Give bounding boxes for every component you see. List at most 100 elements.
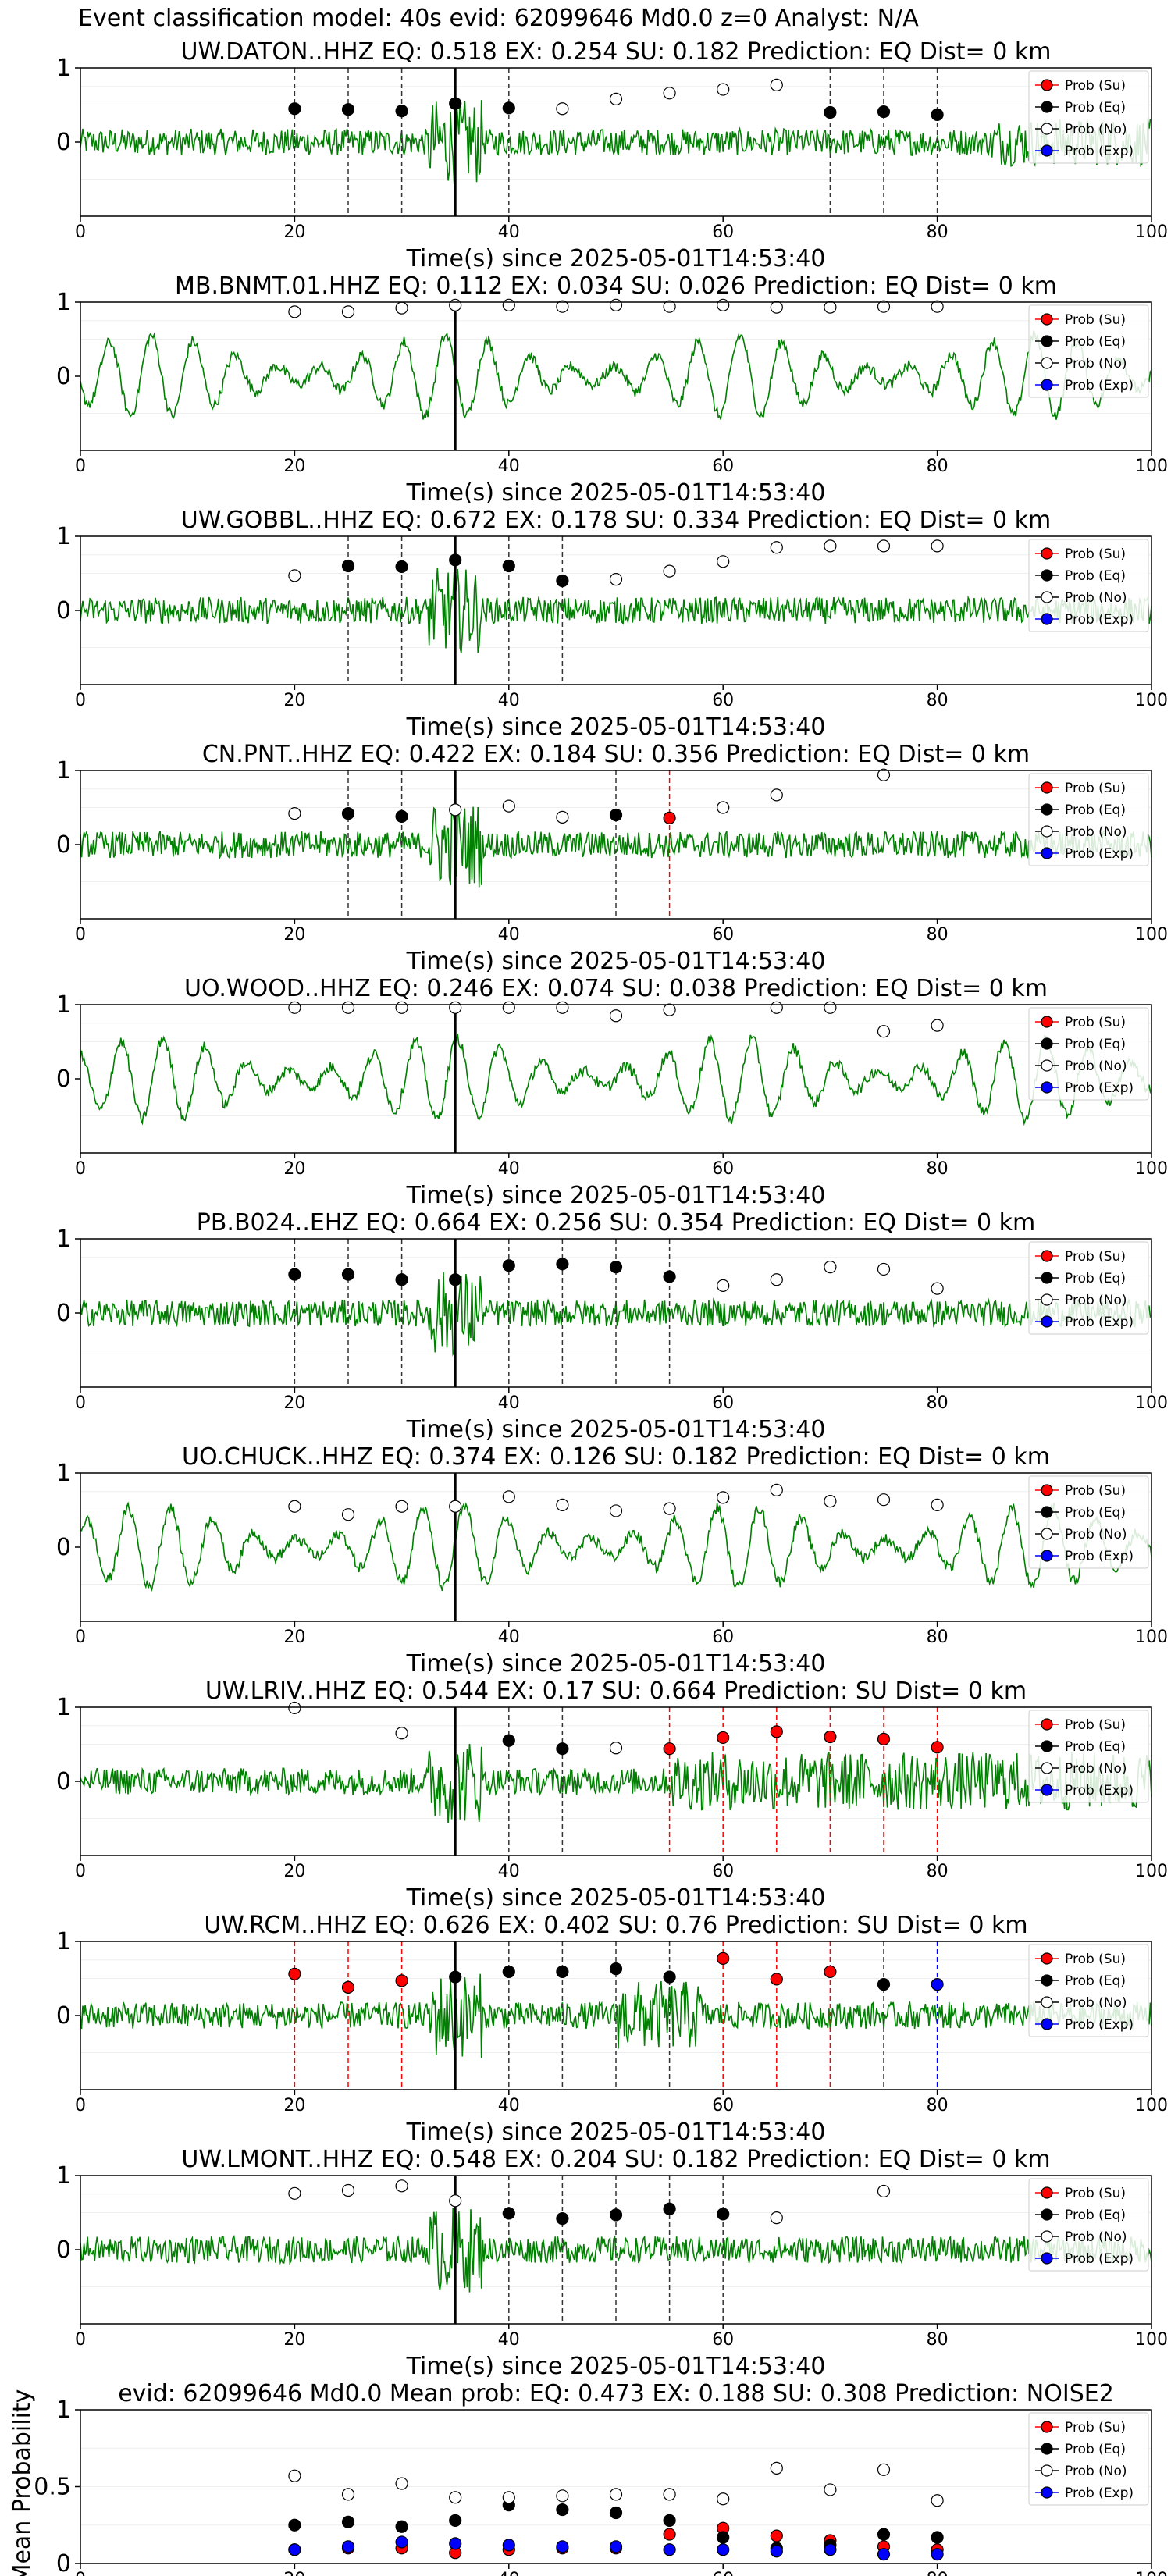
prob-marker-eq — [502, 1965, 515, 1979]
prob-marker-no — [877, 768, 891, 781]
legend-label: Prob (No) — [1065, 1059, 1127, 1074]
mean-prob-marker-no — [770, 2461, 783, 2475]
legend-marker-eq — [1041, 569, 1053, 582]
legend-label: Prob (Su) — [1065, 781, 1126, 796]
prob-marker-no — [395, 1500, 408, 1513]
x-tick-label: 100 — [1135, 691, 1168, 710]
x-tick-label: 100 — [1135, 1628, 1168, 1647]
mean-prob-marker-exp — [663, 2543, 676, 2556]
prob-marker-eq — [341, 806, 355, 820]
x-tick-label: 80 — [927, 457, 949, 476]
prob-marker-eq — [663, 1270, 676, 1283]
prob-marker-no — [288, 1500, 301, 1513]
prob-marker-no — [609, 298, 623, 311]
mean-prob-marker-eq — [931, 2531, 944, 2544]
x-tick-label: 100 — [1135, 222, 1168, 242]
legend-marker-su — [1041, 781, 1053, 794]
prob-marker-no — [663, 1003, 676, 1016]
legend-marker-exp — [1041, 2252, 1053, 2265]
prob-marker-eq — [341, 1268, 355, 1281]
x-tick-label: 20 — [283, 925, 305, 945]
prob-marker-no — [556, 1498, 569, 1511]
prob-marker-eq — [931, 108, 944, 121]
x-tick-label: 20 — [283, 222, 305, 242]
y-tick-label: 0 — [56, 1066, 71, 1093]
mean-prob-marker-exp — [717, 2543, 730, 2556]
legend-label: Prob (Eq) — [1065, 1505, 1126, 1521]
x-tick-label: 0 — [75, 2570, 86, 2576]
station-panel: UO.WOOD..HHZ EQ: 0.246 EX: 0.074 SU: 0.0… — [56, 975, 1168, 1209]
prob-marker-eq — [609, 1260, 623, 1274]
legend-label: Prob (Su) — [1065, 2186, 1126, 2201]
prob-marker-no — [824, 1260, 837, 1274]
legend: Prob (Su) Prob (Eq) Prob (No) Prob (Exp) — [1028, 1007, 1149, 1101]
x-axis-label: Time(s) since 2025-05-01T14:53:40 — [406, 479, 826, 507]
prob-marker-eq — [502, 2207, 515, 2220]
legend-marker-su — [1041, 547, 1053, 560]
prob-marker-su — [663, 811, 676, 824]
station-panel: UW.LRIV..HHZ EQ: 0.544 EX: 0.17 SU: 0.66… — [56, 1678, 1168, 1912]
prob-marker-eq — [449, 1273, 462, 1286]
legend-box — [1028, 2412, 1149, 2506]
legend-marker-su — [1041, 1718, 1053, 1731]
panel-title: PB.B024..EHZ EQ: 0.664 EX: 0.256 SU: 0.3… — [197, 1209, 1036, 1236]
prob-marker-eq — [663, 1970, 676, 1984]
x-axis-label: Time(s) since 2025-05-01T14:53:40 — [406, 245, 826, 272]
legend-marker-no — [1041, 123, 1053, 135]
prob-marker-no — [449, 1001, 462, 1014]
panel-title: UW.GOBBL..HHZ EQ: 0.672 EX: 0.178 SU: 0.… — [181, 507, 1052, 534]
legend-label: Prob (No) — [1065, 2229, 1127, 2245]
prob-marker-eq — [449, 553, 462, 567]
prob-marker-no — [341, 1001, 355, 1014]
prob-marker-no — [556, 102, 569, 116]
axes-frame — [80, 301, 1152, 451]
x-tick-label: 20 — [283, 457, 305, 476]
prob-marker-no — [663, 1502, 676, 1515]
prob-marker-eq — [556, 1965, 569, 1979]
mean-prob-marker-no — [824, 2483, 837, 2496]
prob-marker-no — [395, 2179, 408, 2193]
prob-marker-su — [663, 1742, 676, 1756]
legend-marker-eq — [1041, 2208, 1053, 2221]
mean-prob-marker-exp — [341, 2540, 355, 2553]
prob-marker-su — [770, 1973, 783, 1986]
x-tick-label: 80 — [927, 1862, 949, 1881]
prob-marker-no — [502, 799, 515, 813]
station-panel: UW.DATON..HHZ EQ: 0.518 EX: 0.254 SU: 0.… — [56, 38, 1168, 272]
prob-marker-no — [931, 300, 944, 313]
x-tick-label: 60 — [712, 1159, 734, 1179]
prob-marker-no — [609, 1742, 623, 1755]
prob-marker-eq — [502, 101, 515, 115]
prob-marker-eq — [288, 102, 301, 116]
prob-marker-eq — [556, 2212, 569, 2226]
x-tick-label: 0 — [75, 2096, 86, 2115]
y-tick-label: 0 — [56, 1768, 71, 1795]
y-tick-label: 0 — [56, 363, 71, 390]
x-tick-label: 80 — [927, 925, 949, 945]
prob-marker-eq — [395, 1273, 408, 1286]
y-tick-label: 1 — [56, 289, 71, 316]
prob-marker-no — [288, 2186, 301, 2200]
x-tick-label: 20 — [283, 2096, 305, 2115]
legend-label: Prob (No) — [1065, 824, 1127, 840]
mean-prob-marker-su — [663, 2528, 676, 2541]
panel-title: UO.WOOD..HHZ EQ: 0.246 EX: 0.074 SU: 0.0… — [184, 975, 1048, 1002]
legend-marker-su — [1041, 79, 1053, 91]
legend-label: Prob (No) — [1065, 1995, 1127, 2011]
prob-marker-eq — [395, 105, 408, 118]
prob-marker-no — [770, 301, 783, 314]
x-tick-label: 60 — [712, 2570, 734, 2576]
legend-marker-eq — [1041, 1740, 1053, 1752]
y-tick-label: 0.5 — [34, 2474, 71, 2501]
station-panel: MB.BNMT.01.HHZ EQ: 0.112 EX: 0.034 SU: 0… — [56, 272, 1168, 507]
x-tick-label: 0 — [75, 222, 86, 242]
prob-marker-no — [556, 1001, 569, 1014]
mean-prob-marker-eq — [609, 2506, 623, 2520]
seismic-trace — [80, 1743, 1152, 1823]
mean-prob-marker-no — [341, 2488, 355, 2501]
prob-marker-no — [609, 92, 623, 106]
legend-marker-exp — [1041, 847, 1053, 859]
legend-label: Prob (Eq) — [1065, 802, 1126, 818]
prob-marker-no — [770, 78, 783, 91]
